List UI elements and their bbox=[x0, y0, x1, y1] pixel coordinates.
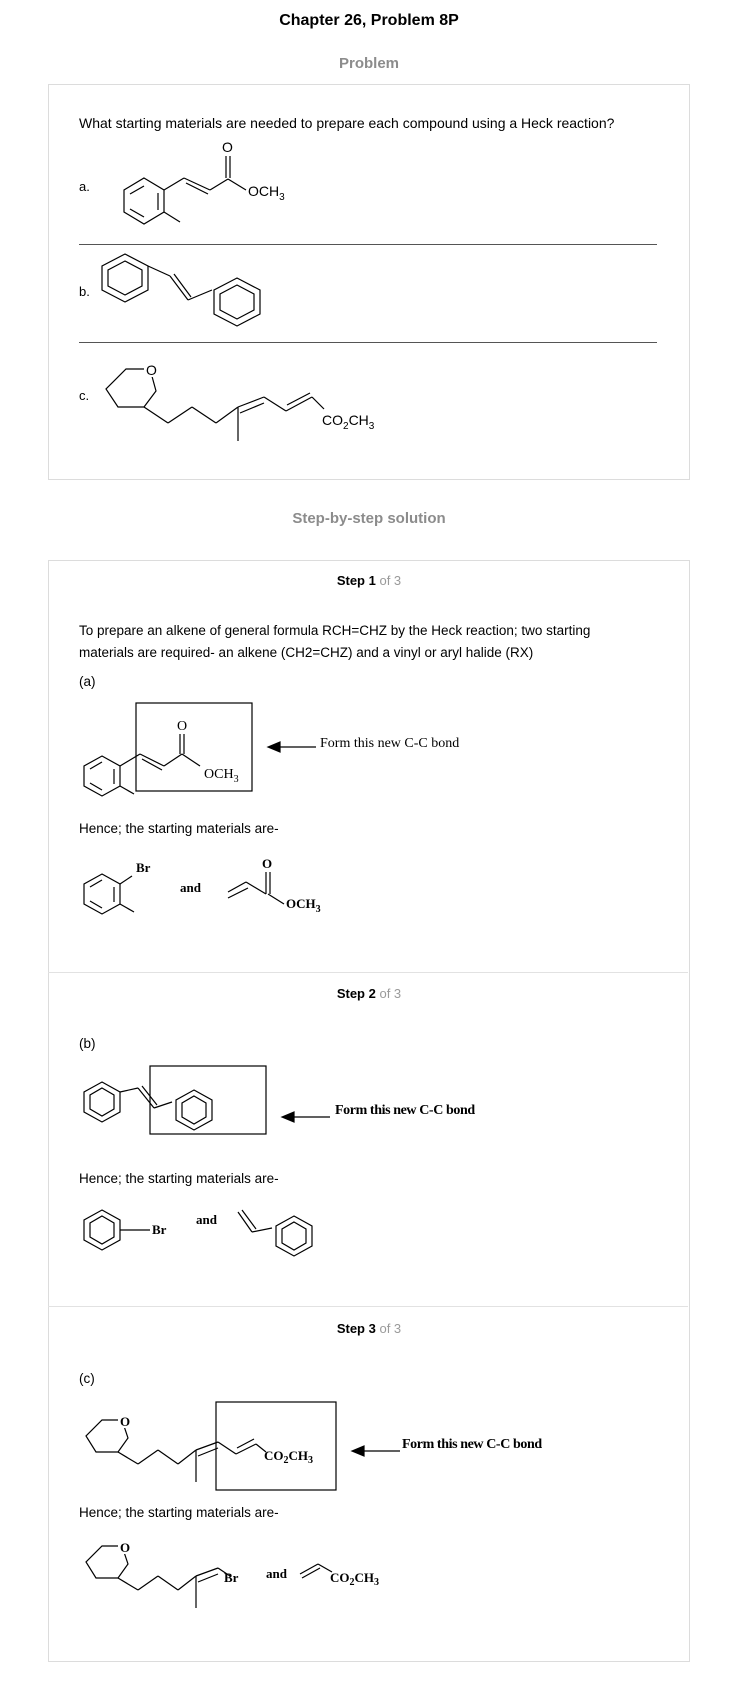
intro-line-1: To prepare an alkene of general formula … bbox=[79, 623, 591, 638]
page-title: Chapter 26, Problem 8P bbox=[279, 12, 459, 29]
halide-label: Br bbox=[224, 1570, 239, 1585]
step-3-heading: Step 3 of 3 bbox=[0, 1321, 738, 1336]
hence-text: Hence; the starting materials are- bbox=[79, 1505, 279, 1520]
intro-line-2: materials are required- an alkene (CH2=C… bbox=[79, 645, 534, 660]
step-2-of: of 3 bbox=[379, 986, 402, 1001]
step-2-part-label: (b) bbox=[79, 1036, 96, 1051]
step-3-of: of 3 bbox=[379, 1321, 402, 1336]
structure-b bbox=[101, 253, 261, 327]
step-3-word: Step 3 bbox=[336, 1321, 376, 1336]
solution-heading: Step-by-step solution bbox=[292, 510, 446, 527]
step-2-word: Step 2 bbox=[336, 986, 376, 1001]
bond-note: Form this new C-C bond bbox=[402, 1437, 542, 1452]
step-divider bbox=[48, 972, 688, 973]
ring-o-label: O bbox=[120, 1414, 130, 1429]
part-b-label: b. bbox=[79, 284, 90, 299]
och3-label: OCH3 bbox=[286, 896, 321, 915]
part-a-label: a. bbox=[79, 179, 90, 194]
step-1-of: of 3 bbox=[379, 573, 402, 588]
problem-heading: Problem bbox=[338, 55, 399, 72]
ring-o-label: O bbox=[120, 1540, 130, 1555]
carbonyl-o-label: O bbox=[222, 139, 233, 155]
step-1-structure: O OCH3 bbox=[83, 702, 253, 797]
bond-note: Form this new C-C bond bbox=[335, 1103, 475, 1118]
step-1-word: Step 1 bbox=[336, 573, 376, 588]
hence-text: Hence; the starting materials are- bbox=[79, 1171, 279, 1186]
halide-label: Br bbox=[136, 860, 151, 875]
halide-label: Br bbox=[152, 1222, 167, 1237]
highlight-box bbox=[215, 1401, 337, 1491]
co2ch3-label: CO2CH3 bbox=[322, 412, 375, 432]
and-word: and bbox=[180, 880, 202, 895]
step-2-heading: Step 2 of 3 bbox=[0, 986, 738, 1001]
solution-card bbox=[48, 560, 690, 1662]
and-word: and bbox=[196, 1212, 218, 1227]
problem-question: What starting materials are needed to pr… bbox=[79, 115, 615, 131]
co2ch3-label: CO2CH3 bbox=[330, 1570, 379, 1588]
step-3-part-label: (c) bbox=[79, 1371, 95, 1386]
step-2-structure bbox=[83, 1065, 267, 1135]
carbonyl-o-label: O bbox=[262, 856, 272, 871]
part-c-label: c. bbox=[79, 388, 90, 403]
divider bbox=[79, 342, 657, 343]
arrow-icon bbox=[280, 1111, 330, 1123]
hence-text: Hence; the starting materials are- bbox=[79, 821, 279, 836]
step-1-starting-materials: Br and O OCH3 bbox=[83, 856, 321, 915]
step-1-part-label: (a) bbox=[79, 674, 96, 689]
arrow-icon bbox=[350, 1445, 400, 1457]
bond-note: Form this new C-C bond bbox=[320, 736, 460, 751]
step-1-heading: Step 1 of 3 bbox=[0, 573, 738, 588]
and-word: and bbox=[266, 1566, 288, 1581]
carbonyl-o-label: O bbox=[177, 719, 187, 734]
och3-label: OCH3 bbox=[204, 767, 239, 785]
structure-c: O CO2CH3 bbox=[105, 361, 375, 441]
highlight-box bbox=[135, 702, 253, 792]
ring-o-label: O bbox=[146, 362, 157, 378]
step-2-starting-materials: Br and bbox=[83, 1209, 313, 1257]
structure-a: O OCH3 bbox=[123, 139, 285, 225]
step-3-structure: O CO2CH3 bbox=[85, 1401, 337, 1491]
highlight-box bbox=[149, 1065, 267, 1135]
co2ch3-label: CO2CH3 bbox=[264, 1448, 313, 1466]
och3-label: OCH3 bbox=[248, 183, 285, 203]
divider bbox=[79, 244, 657, 245]
step-3-starting-materials: O Br and CO2CH3 bbox=[85, 1540, 379, 1608]
arrow-icon bbox=[266, 741, 316, 753]
step-divider bbox=[48, 1306, 688, 1307]
